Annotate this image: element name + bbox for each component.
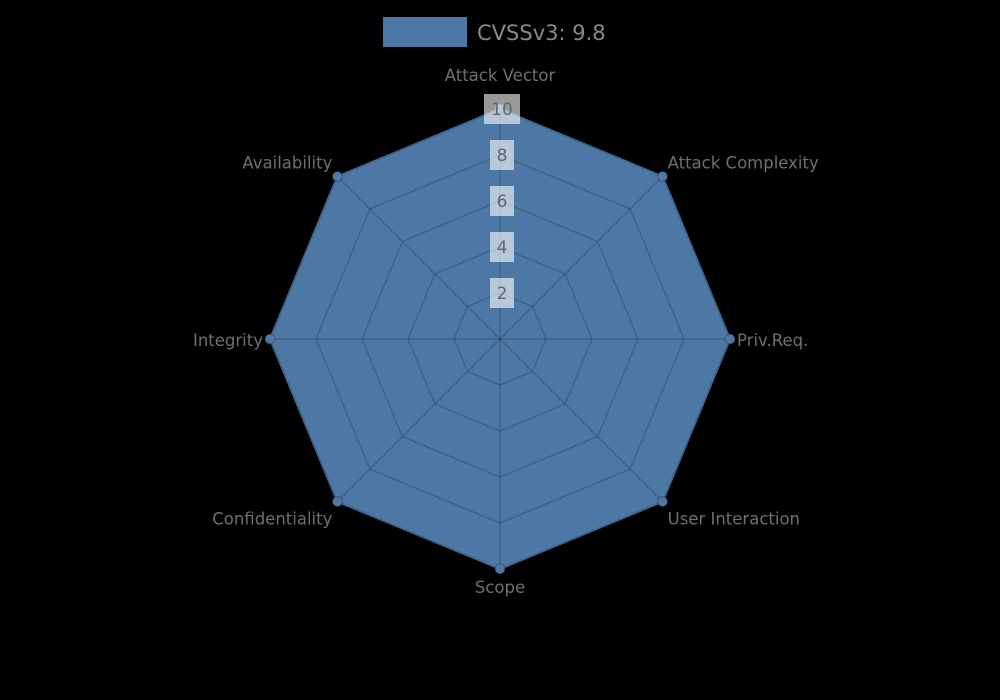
vertex-marker bbox=[331, 170, 343, 182]
axis-label-availability: Availability bbox=[242, 153, 332, 172]
tick-label-box bbox=[490, 232, 514, 262]
axis-label-integrity: Integrity bbox=[193, 331, 263, 350]
radar-grid-ring bbox=[315, 154, 685, 524]
axis-label-priv-req: Priv.Req. bbox=[737, 331, 808, 350]
radar-plot: 2 4 6 8 10 Attack Vector Attack Complexity Priv… bbox=[193, 66, 819, 597]
radar-grid-ring bbox=[407, 246, 593, 432]
tick-label-box bbox=[484, 94, 520, 124]
tick-label: 10 bbox=[491, 100, 513, 120]
radar-spoke bbox=[499, 338, 664, 503]
tick-label-box bbox=[490, 278, 514, 308]
radar-grid-ring bbox=[361, 200, 639, 478]
axis-label-attack-vector: Attack Vector bbox=[445, 66, 556, 85]
tick-label-box bbox=[490, 140, 514, 170]
tick-label: 6 bbox=[497, 192, 508, 212]
tick-label: 8 bbox=[497, 146, 508, 166]
tick-label: 2 bbox=[497, 284, 508, 304]
axis-label-scope: Scope bbox=[475, 578, 525, 597]
legend-swatch bbox=[383, 17, 467, 47]
tick-label-box bbox=[490, 186, 514, 216]
chart-legend: CVSSv3: 9.8 bbox=[383, 17, 606, 47]
radar-grid-ring bbox=[453, 292, 547, 386]
axis-label-confidentiality: Confidentiality bbox=[212, 510, 332, 529]
radar-spoke bbox=[336, 338, 501, 503]
vertex-marker bbox=[494, 563, 506, 575]
vertex-marker bbox=[724, 333, 736, 345]
vertex-marker bbox=[657, 496, 669, 508]
radar-spoke bbox=[336, 175, 501, 340]
axis-label-user-interaction: User Interaction bbox=[668, 510, 800, 529]
axis-label-attack-complexity: Attack Complexity bbox=[668, 153, 819, 172]
vertex-marker bbox=[657, 170, 669, 182]
vertex-marker bbox=[331, 496, 343, 508]
legend-label: CVSSv3: 9.8 bbox=[477, 21, 606, 45]
vertex-marker bbox=[264, 333, 276, 345]
radar-spoke bbox=[499, 175, 664, 340]
tick-label: 4 bbox=[497, 238, 508, 258]
